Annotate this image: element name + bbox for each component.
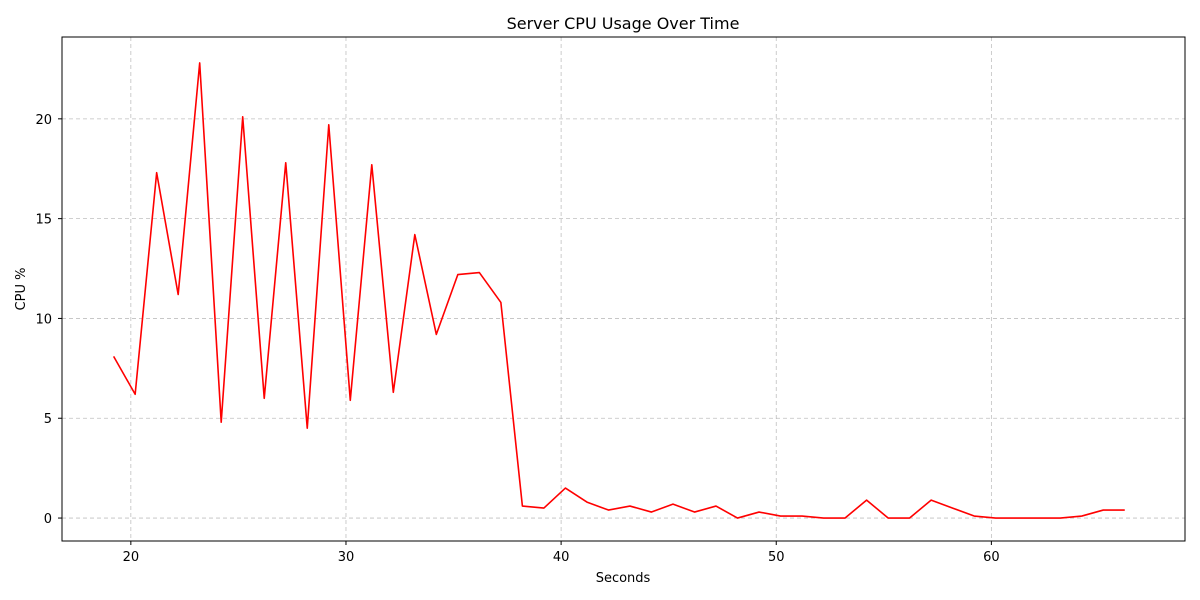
x-axis-label: Seconds bbox=[596, 571, 651, 586]
grid bbox=[62, 37, 1185, 541]
y-tick-label: 0 bbox=[44, 512, 52, 527]
y-tick-label: 20 bbox=[35, 113, 52, 128]
cpu-usage-line bbox=[112, 62, 1125, 519]
x-tick-label: 60 bbox=[983, 550, 1000, 565]
y-tick-label: 10 bbox=[35, 312, 52, 327]
y-axis-label: CPU % bbox=[14, 268, 29, 311]
x-tick-label: 40 bbox=[553, 550, 570, 565]
plot-frame bbox=[61, 36, 1186, 542]
x-tick-label: 30 bbox=[338, 550, 355, 565]
x-tick-label: 20 bbox=[123, 550, 140, 565]
series-layer bbox=[112, 62, 1125, 519]
y-tick-label: 15 bbox=[35, 213, 52, 228]
chart-title: Server CPU Usage Over Time bbox=[507, 14, 740, 33]
axis-ticks: 20 30 40 50 60 0 5 10 15 20 bbox=[35, 113, 999, 565]
x-tick-label: 50 bbox=[768, 550, 785, 565]
y-tick-label: 5 bbox=[44, 412, 52, 427]
